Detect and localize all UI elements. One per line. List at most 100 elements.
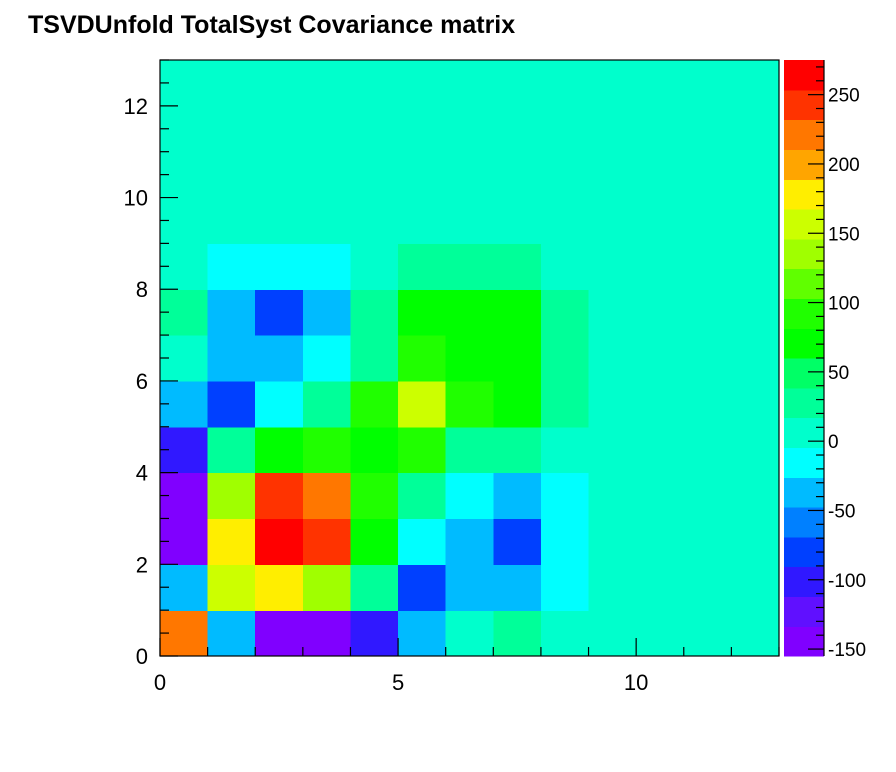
heatmap-cell <box>255 197 304 244</box>
heatmap-cell <box>540 105 590 153</box>
heatmap-cell <box>588 472 637 520</box>
heatmap-cell <box>540 197 590 244</box>
heatmap-cell <box>588 243 637 290</box>
heatmap-cell <box>302 380 352 428</box>
heatmap-cell <box>398 380 447 428</box>
z-tick-label: 50 <box>828 363 849 384</box>
heatmap-cell <box>302 197 352 244</box>
color-bar-swatch <box>784 566 824 597</box>
heatmap-cell <box>636 289 685 336</box>
heatmap-cells <box>160 60 780 657</box>
heatmap-cell <box>255 289 304 336</box>
color-bar-swatch <box>784 60 824 91</box>
heatmap-cell <box>255 472 304 520</box>
heatmap-cell <box>445 426 494 474</box>
color-bar-swatch <box>784 477 824 508</box>
heatmap-cell <box>398 426 447 474</box>
heatmap-cell <box>731 610 780 657</box>
heatmap-cell <box>350 243 399 290</box>
heatmap-cell <box>493 289 542 336</box>
heatmap-cell <box>588 518 637 565</box>
heatmap-cell <box>493 518 542 565</box>
heatmap-cell <box>493 610 542 657</box>
color-bar-swatch <box>784 358 824 389</box>
heatmap-cell <box>302 610 352 657</box>
heatmap-cell <box>588 60 637 107</box>
heatmap-cell <box>731 151 780 199</box>
heatmap-cell <box>302 518 352 565</box>
heatmap-cell <box>445 289 494 336</box>
heatmap-cell <box>540 472 590 520</box>
heatmap-cell <box>207 335 256 382</box>
heatmap-cell <box>350 105 399 153</box>
heatmap-cell <box>493 564 542 611</box>
color-bar-swatch <box>784 507 824 538</box>
heatmap-cell <box>445 564 494 611</box>
heatmap-cell <box>398 197 447 244</box>
heatmap-cell <box>350 335 399 382</box>
heatmap-cell <box>207 472 256 520</box>
color-bar-swatch <box>784 268 824 299</box>
heatmap-cell <box>398 472 447 520</box>
z-tick-label: -100 <box>828 571 866 592</box>
heatmap-cell <box>445 243 494 290</box>
color-bar-swatch <box>784 149 824 180</box>
heatmap-cell <box>683 564 732 611</box>
heatmap-cell <box>493 243 542 290</box>
color-bar-swatch <box>784 596 824 627</box>
x-tick-label: 5 <box>392 670 404 695</box>
heatmap-cell <box>588 289 637 336</box>
heatmap-cell <box>683 518 732 565</box>
chart-title: TSVDUnfold TotalSyst Covariance matrix <box>28 11 515 39</box>
heatmap-cell <box>255 105 304 153</box>
heatmap-cell <box>493 426 542 474</box>
heatmap-cell <box>207 151 256 199</box>
heatmap-cell <box>636 472 685 520</box>
heatmap-cell <box>731 472 780 520</box>
heatmap-cell <box>493 380 542 428</box>
y-tick-label: 12 <box>124 94 148 119</box>
heatmap-cell <box>350 151 399 199</box>
heatmap-cell <box>207 289 256 336</box>
heatmap-cell <box>493 197 542 244</box>
heatmap-cell <box>302 60 352 107</box>
heatmap-cell <box>445 518 494 565</box>
heatmap-cell <box>540 151 590 199</box>
heatmap-cell <box>493 151 542 199</box>
color-bar-swatch <box>784 417 824 448</box>
heatmap-cell <box>350 518 399 565</box>
heatmap-cell <box>493 105 542 153</box>
color-bar-swatch <box>784 209 824 240</box>
heatmap-cell <box>588 197 637 244</box>
heatmap-cell <box>207 426 256 474</box>
z-tick-label: -150 <box>828 640 866 661</box>
heatmap-cell <box>255 426 304 474</box>
z-tick-label: 250 <box>828 86 860 107</box>
heatmap-cell <box>683 380 732 428</box>
heatmap-cell <box>493 335 542 382</box>
heatmap-cell <box>302 243 352 290</box>
heatmap-cell <box>683 197 732 244</box>
color-bar-swatch <box>784 328 824 359</box>
heatmap-cell <box>445 472 494 520</box>
heatmap-cell <box>636 197 685 244</box>
heatmap-cell <box>445 151 494 199</box>
color-bar-swatch <box>784 447 824 478</box>
heatmap-cell <box>683 335 732 382</box>
heatmap-cell <box>540 426 590 474</box>
heatmap-cell <box>636 151 685 199</box>
heatmap-cell <box>350 289 399 336</box>
heatmap-cell <box>398 243 447 290</box>
heatmap-cell <box>302 289 352 336</box>
heatmap-cell <box>683 151 732 199</box>
heatmap-cell <box>255 335 304 382</box>
heatmap-cell <box>683 610 732 657</box>
y-axis: 0 2 4 6 8 10 12 <box>124 59 178 669</box>
heatmap-cell <box>445 105 494 153</box>
heatmap-cell <box>350 426 399 474</box>
heatmap-cell <box>445 60 494 107</box>
heatmap-cell <box>398 564 447 611</box>
heatmap-cell <box>207 243 256 290</box>
heatmap-cell <box>636 105 685 153</box>
